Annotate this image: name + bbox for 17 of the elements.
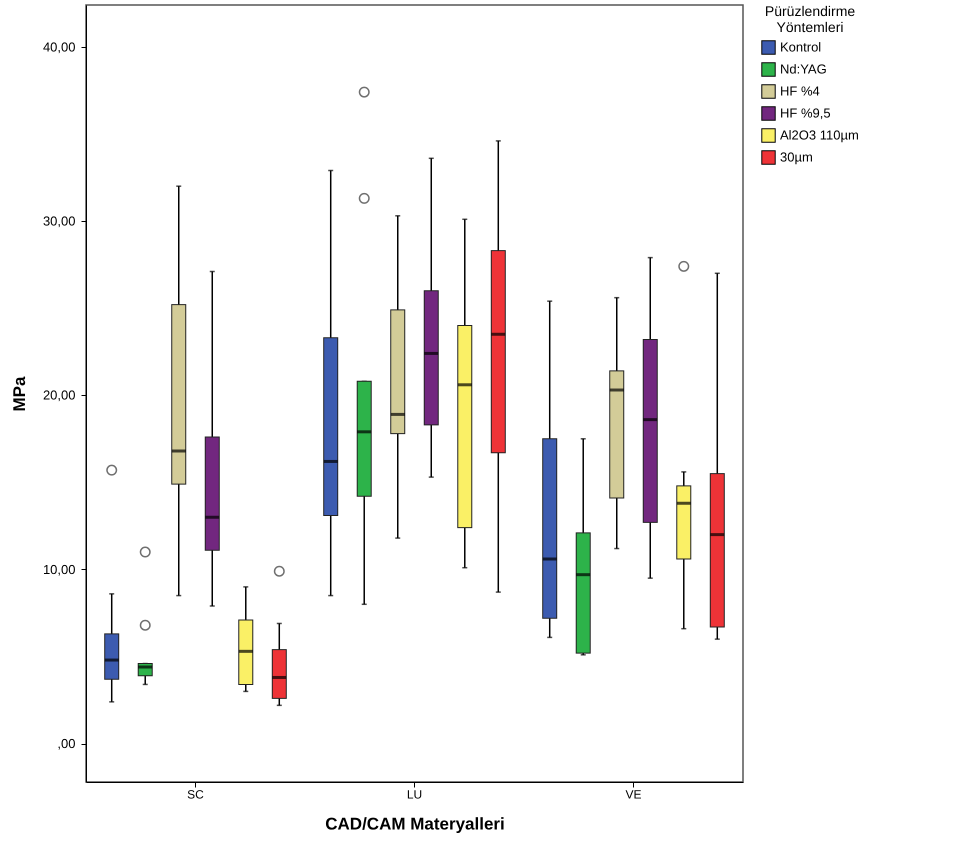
legend-label: Kontrol bbox=[780, 40, 822, 54]
y-tick-label: ,00 bbox=[57, 736, 76, 752]
y-tick-label: 20,00 bbox=[42, 388, 76, 403]
y-tick-label: 40,00 bbox=[42, 39, 76, 54]
legend-label: Al2O3 110µm bbox=[780, 128, 859, 142]
x-axis-title: CAD/CAM Materyalleri bbox=[325, 814, 505, 834]
legend-label: 30µm bbox=[780, 150, 813, 164]
x-tick-label: LU bbox=[406, 788, 422, 802]
x-tick-label: VE bbox=[625, 788, 642, 802]
y-axis-title: MPa bbox=[10, 376, 29, 412]
y-tick-label: 30,00 bbox=[42, 214, 76, 229]
legend-title: Pürüzlendirme Yöntemleri bbox=[764, 3, 856, 35]
legend-label: HF %4 bbox=[780, 84, 820, 98]
x-tick-label: SC bbox=[187, 788, 204, 802]
legend-label: Nd:YAG bbox=[780, 62, 827, 76]
legend-label: HF %9,5 bbox=[780, 106, 831, 120]
y-tick-label: 10,00 bbox=[42, 562, 76, 577]
